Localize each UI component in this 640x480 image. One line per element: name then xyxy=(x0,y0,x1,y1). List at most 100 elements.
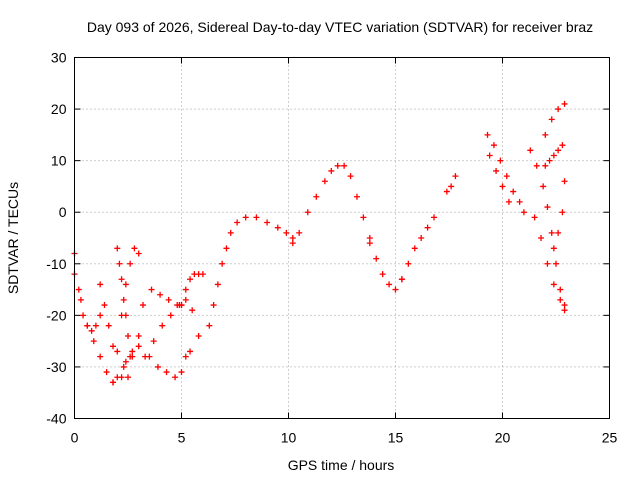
data-point xyxy=(559,209,566,216)
x-tick-label: 5 xyxy=(178,430,186,446)
data-point xyxy=(561,307,568,314)
data-point xyxy=(386,281,393,288)
plot-frame xyxy=(74,57,610,419)
data-point xyxy=(110,343,117,350)
data-point xyxy=(418,235,425,241)
data-point xyxy=(125,374,131,381)
x-tick-label: 15 xyxy=(388,430,404,446)
data-point xyxy=(555,229,562,236)
data-point xyxy=(486,152,493,159)
data-point xyxy=(242,214,249,221)
data-point xyxy=(516,198,523,205)
data-point xyxy=(555,106,562,113)
y-axis-label: SDTVAR / TECUs xyxy=(5,182,21,294)
y-tick-label: -10 xyxy=(46,256,66,272)
x-tick-label: 25 xyxy=(602,430,618,446)
data-point xyxy=(484,131,491,138)
axis-ticks xyxy=(74,57,610,419)
data-point xyxy=(127,260,134,267)
data-point xyxy=(120,296,127,303)
data-point xyxy=(553,260,559,267)
series-sat-t xyxy=(531,214,568,309)
series-sat-e xyxy=(118,343,142,381)
data-point xyxy=(559,142,566,149)
data-point xyxy=(505,198,512,205)
data-point xyxy=(182,353,189,360)
data-point xyxy=(503,173,510,180)
data-point xyxy=(304,209,311,216)
data-point xyxy=(165,296,172,303)
data-point xyxy=(178,302,185,309)
data-point xyxy=(561,100,568,107)
series-sat-h xyxy=(142,296,202,360)
series-sat-o xyxy=(398,214,438,283)
data-point xyxy=(120,363,127,370)
data-point xyxy=(289,235,296,241)
data-point xyxy=(172,374,179,381)
data-point xyxy=(187,276,194,283)
data-point xyxy=(264,219,271,226)
data-point xyxy=(182,296,189,303)
data-point xyxy=(548,229,555,236)
y-tick-label: 0 xyxy=(59,204,67,220)
x-tick-label: 20 xyxy=(495,430,511,446)
data-point xyxy=(347,173,354,180)
data-point xyxy=(167,312,174,319)
data-point xyxy=(360,214,367,221)
y-tick-label: -30 xyxy=(46,359,66,375)
data-point xyxy=(493,167,500,174)
data-point xyxy=(538,235,545,241)
series-sat-n xyxy=(366,240,405,293)
data-point xyxy=(353,193,360,200)
data-point xyxy=(105,322,112,329)
data-point xyxy=(135,332,142,339)
data-point xyxy=(157,291,164,298)
data-point xyxy=(150,338,157,345)
data-point xyxy=(405,260,412,267)
data-point xyxy=(448,183,455,190)
data-point xyxy=(557,286,564,293)
data-point xyxy=(122,281,129,288)
chart-title: Day 093 of 2026, Sidereal Day-to-day VTE… xyxy=(87,19,593,35)
data-point xyxy=(122,358,129,365)
data-point xyxy=(274,224,281,231)
data-point xyxy=(187,348,194,355)
data-point xyxy=(510,188,517,195)
data-point xyxy=(163,369,170,376)
series-sat-f xyxy=(125,302,146,381)
data-point xyxy=(533,162,540,169)
data-point xyxy=(214,281,221,288)
data-point xyxy=(118,374,125,381)
y-tick-label: 30 xyxy=(51,50,67,66)
series-sat-k xyxy=(178,271,206,309)
series-sat-u xyxy=(542,100,568,138)
data-point xyxy=(411,245,418,252)
series-sat-b xyxy=(71,271,127,386)
series-sat-c xyxy=(97,281,117,350)
data-point xyxy=(97,353,104,360)
data-point xyxy=(125,332,131,339)
data-point xyxy=(127,353,134,360)
data-point xyxy=(561,178,568,185)
y-tick-label: 10 xyxy=(51,153,67,169)
data-point xyxy=(103,369,110,376)
data-point xyxy=(210,302,217,309)
data-point xyxy=(159,322,166,329)
data-point xyxy=(283,229,290,236)
data-point xyxy=(321,178,328,185)
series-sat-r xyxy=(486,152,512,205)
series-sat-q xyxy=(484,131,527,216)
data-point xyxy=(189,307,196,314)
data-point xyxy=(88,327,95,334)
data-point xyxy=(341,162,348,169)
data-point xyxy=(550,152,557,159)
data-point xyxy=(542,162,549,169)
data-point xyxy=(550,281,557,288)
data-point xyxy=(544,204,551,211)
series-sat-g xyxy=(114,245,134,360)
series-sat-s xyxy=(527,147,568,314)
data-point xyxy=(97,312,104,319)
series-sat-d xyxy=(110,245,142,386)
data-point xyxy=(392,286,399,293)
data-point xyxy=(366,240,373,247)
